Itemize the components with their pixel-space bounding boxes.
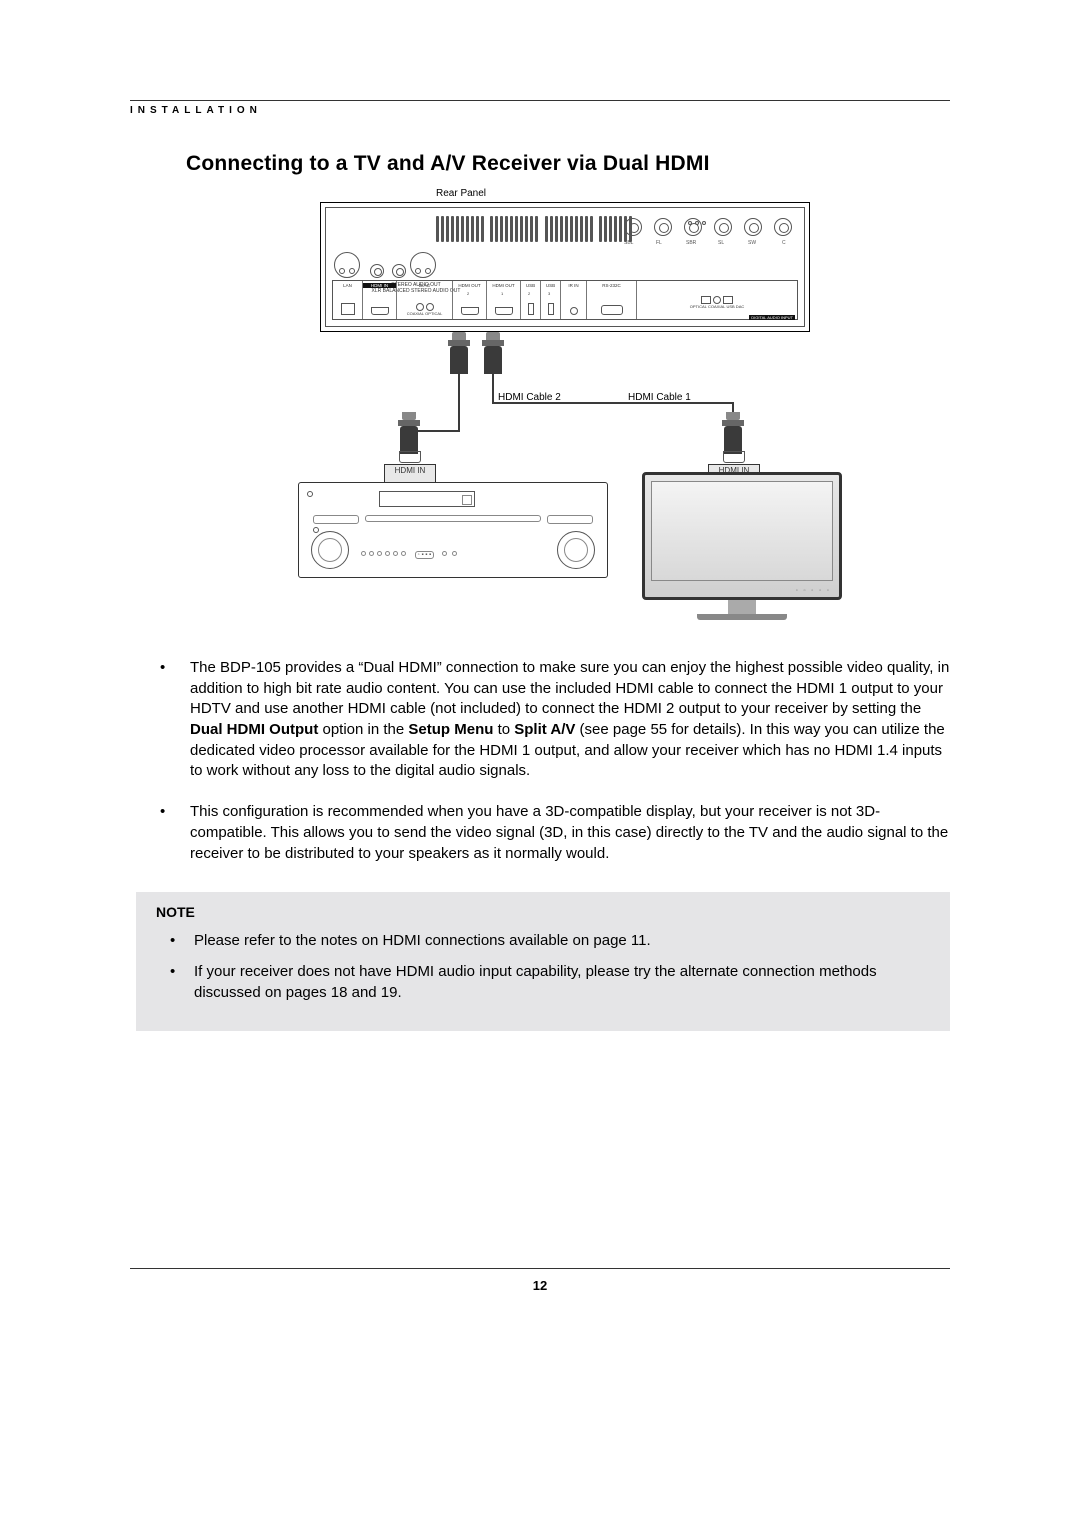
rear-panel: SBL FL SBR SL SW C STEREO AUDIO OUT XLR … xyxy=(320,202,810,332)
hdmi-plug-2-bottom xyxy=(400,412,418,454)
hdmi-plug-1-top xyxy=(484,332,502,374)
section-label: INSTALLATION xyxy=(130,105,950,116)
hdmi-plug-1-bottom xyxy=(724,412,742,454)
note-item-2: If your receiver does not have HDMI audi… xyxy=(156,961,930,1003)
body-text: The BDP-105 provides a “Dual HDMI” conne… xyxy=(146,658,950,864)
footer-rule xyxy=(130,1268,950,1269)
note-title: NOTE xyxy=(156,904,930,920)
header-rule xyxy=(130,100,950,101)
bullet-1: The BDP-105 provides a “Dual HDMI” conne… xyxy=(146,658,950,782)
port-strip: LAN HDMI IN DIAG COAXIAL OPTICAL HDMI OU… xyxy=(332,280,798,320)
page-title: Connecting to a TV and A/V Receiver via … xyxy=(186,152,950,176)
bullet-2: This configuration is recommended when y… xyxy=(146,802,950,864)
rear-panel-caption: Rear Panel xyxy=(436,188,486,199)
tv: ▫ ▫ ▫ ▫ ▫ xyxy=(642,472,842,620)
av-receiver: ◦ ▪ ▪ ▪ xyxy=(298,482,608,578)
note-item-1: Please refer to the notes on HDMI connec… xyxy=(156,930,930,951)
vent-grille xyxy=(436,216,646,244)
xlr-row xyxy=(334,252,442,283)
hdmi-in-receiver: HDMI IN xyxy=(384,464,436,482)
hdmi-plug-2-top xyxy=(450,332,468,374)
page-number: 12 xyxy=(0,1278,1080,1293)
cable1-label: HDMI Cable 1 xyxy=(628,392,691,403)
note-box: NOTE Please refer to the notes on HDMI c… xyxy=(136,892,950,1031)
rca-row: SBL FL SBR SL SW C xyxy=(618,218,798,241)
connection-diagram: Rear Panel SBL FL SBR SL S xyxy=(298,192,822,624)
cable2-label: HDMI Cable 2 xyxy=(498,392,561,403)
